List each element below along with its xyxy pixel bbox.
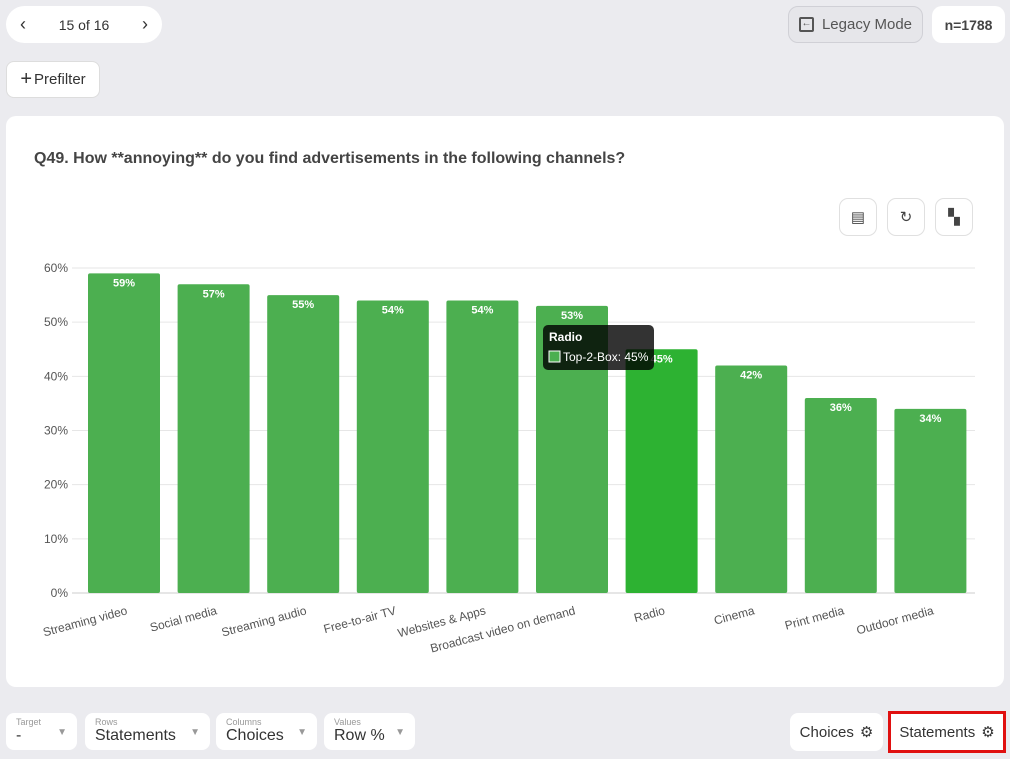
target-dropdown[interactable]: Target - ▼ (6, 713, 77, 750)
sample-size-badge: n=1788 (932, 6, 1005, 43)
y-tick-label: 30% (44, 424, 68, 438)
bar-chart: 0% 10% 20% 30% 40% 50% 60% 59% Streaming video 57… (41, 261, 975, 656)
x-tick-label: Social media (148, 603, 218, 634)
columns-value: Choices (226, 727, 284, 744)
caret-down-icon: ▼ (190, 727, 200, 738)
x-tick-label: Streaming video (41, 603, 129, 639)
bar[interactable] (356, 300, 429, 594)
tooltip-swatch (548, 350, 561, 363)
y-tick-label: 0% (51, 586, 69, 600)
y-tick-label: 50% (44, 315, 68, 329)
pager-label: 15 of 16 (58, 16, 110, 33)
layout-button[interactable]: ▚ (935, 198, 973, 236)
data-label: 34% (919, 413, 941, 425)
data-label: 36% (830, 402, 852, 414)
caret-down-icon: ▼ (297, 727, 307, 738)
prefilter-button[interactable]: + Prefilter (6, 61, 100, 98)
target-value: - (16, 727, 22, 744)
y-tick-label: 10% (44, 532, 68, 546)
data-label: 55% (292, 299, 314, 311)
values-value: Row % (334, 727, 385, 744)
caret-down-icon: ▼ (395, 727, 405, 738)
gear-icon: ⚙ (859, 724, 874, 741)
choices-settings-button[interactable]: Choices ⚙ (790, 713, 883, 751)
y-tick-label: 60% (44, 261, 68, 275)
target-label: Target (16, 717, 42, 727)
data-label: 53% (561, 310, 583, 322)
plus-icon: + (20, 68, 32, 90)
columns-dropdown[interactable]: Columns Choices ▼ (216, 713, 317, 750)
exit-icon: ← (798, 17, 814, 32)
data-label: 45% (651, 353, 673, 365)
tooltip-value: Top-2-Box: 45% (563, 350, 649, 364)
data-label: 57% (203, 288, 225, 300)
prefilter-label: Prefilter (34, 71, 86, 88)
data-label: 42% (740, 370, 762, 382)
bar[interactable] (715, 365, 788, 594)
bar[interactable] (536, 305, 608, 593)
legacy-mode-label: Legacy Mode (821, 16, 913, 33)
comment-button[interactable]: ▤ (839, 198, 877, 236)
x-tick-label: Cinema (712, 603, 756, 627)
refresh-icon: ↻ (899, 209, 913, 226)
tooltip (543, 325, 654, 370)
x-tick-label: Streaming audio (220, 603, 308, 639)
prev-button[interactable]: ‹ (20, 14, 26, 34)
data-label: 59% (113, 277, 135, 289)
bar[interactable] (894, 408, 967, 593)
comment-icon: ▤ (850, 209, 866, 226)
bar[interactable] (446, 300, 519, 594)
x-tick-label: Outdoor media (855, 603, 936, 637)
columns-label: Columns (226, 717, 262, 727)
x-tick-label: Print media (783, 603, 846, 632)
data-label: 54% (382, 305, 404, 317)
rows-value: Statements (95, 727, 176, 744)
y-tick-label: 40% (44, 369, 68, 383)
next-button[interactable]: › (141, 14, 148, 34)
bar[interactable] (267, 295, 340, 593)
data-label: 54% (471, 305, 493, 317)
statements-label: Statements (899, 723, 976, 741)
rows-label: Rows (95, 717, 118, 727)
statements-settings-button[interactable]: Statements ⚙ (888, 711, 1006, 753)
bar[interactable] (88, 273, 160, 593)
legacy-mode-button[interactable]: ← Legacy Mode (788, 6, 923, 43)
gear-icon: ⚙ (981, 724, 995, 741)
choices-label: Choices (799, 723, 854, 741)
caret-down-icon: ▼ (57, 727, 67, 738)
dashboard-icon: ▚ (948, 209, 960, 226)
values-dropdown[interactable]: Values Row % ▼ (324, 713, 415, 750)
bar[interactable] (804, 398, 877, 593)
x-tick-label: Radio (632, 603, 666, 625)
question-title: Q49. How **annoying** do you find advert… (34, 150, 626, 167)
bar[interactable] (177, 284, 250, 593)
y-tick-label: 20% (44, 478, 68, 492)
values-label: Values (334, 717, 361, 727)
question-pager: ‹ 15 of 16 › (6, 6, 162, 43)
bar[interactable] (625, 349, 698, 593)
refresh-button[interactable]: ↻ (887, 198, 925, 236)
rows-dropdown[interactable]: Rows Statements ▼ (85, 713, 210, 750)
x-tick-label: Free-to-air TV (322, 603, 398, 636)
tooltip-title: Radio (549, 330, 582, 344)
